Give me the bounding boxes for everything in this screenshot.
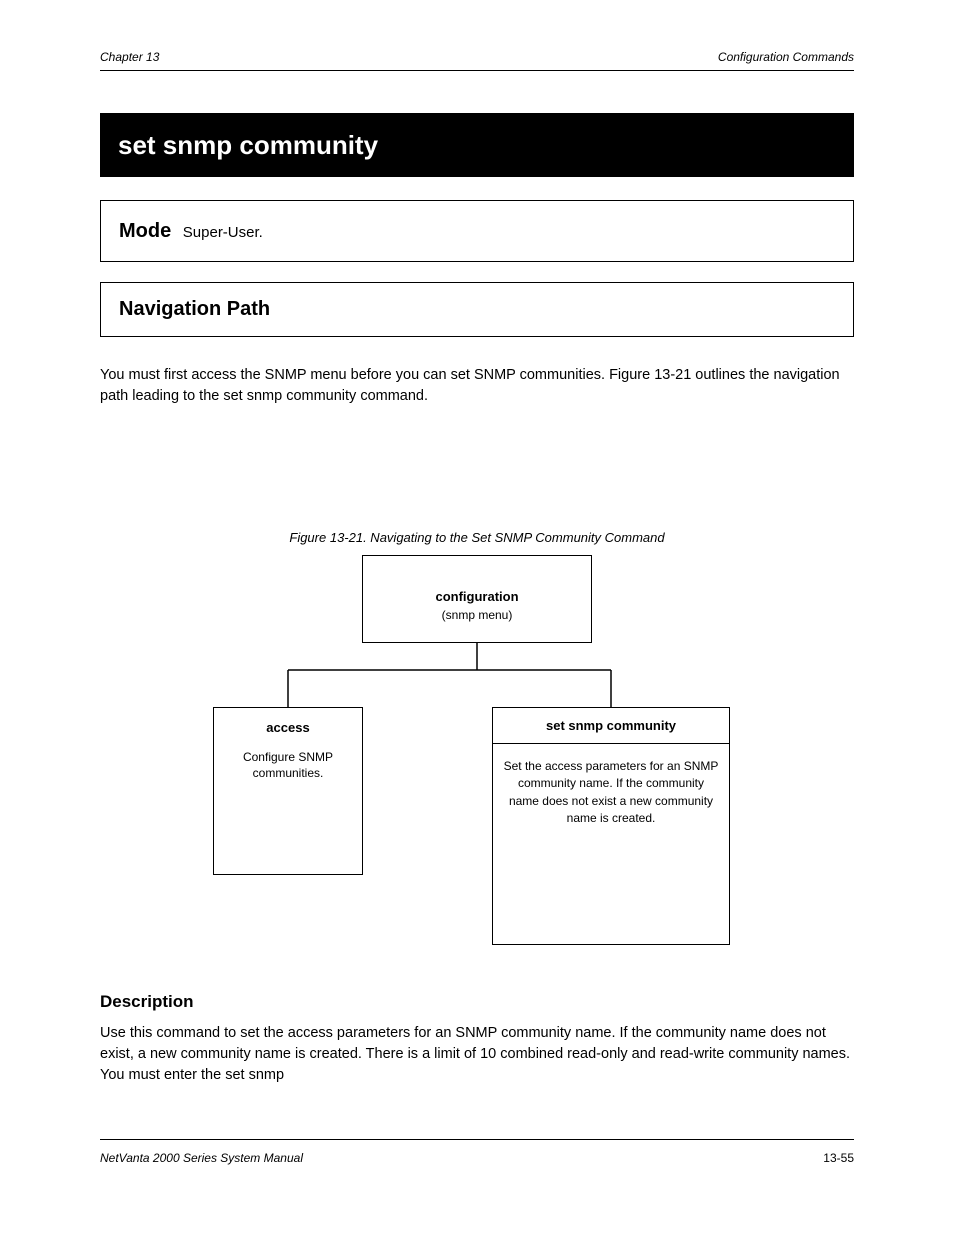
footer-left: NetVanta 2000 Series System Manual [100, 1151, 303, 1165]
access-body: Configure SNMP communities. [214, 735, 362, 781]
mode-box: Mode Super-User. [100, 200, 854, 262]
description-body: Use this command to set the access param… [100, 1023, 854, 1086]
mode-heading: Mode Super-User. [119, 220, 263, 243]
figure-caption: Figure 13-21. Navigating to the Set SNMP… [100, 530, 854, 545]
command-title-bar: set snmp community [100, 113, 854, 177]
header-left: Chapter 13 [100, 50, 159, 64]
diagram-node-access: access Configure SNMP communities. [213, 707, 363, 875]
intro-paragraph: You must first access the SNMP menu befo… [100, 365, 854, 407]
diagram-node-root: configuration (snmp menu) [362, 555, 592, 643]
header-rule [100, 70, 854, 71]
navigation-diagram: configuration (snmp menu) access Configu… [100, 555, 854, 955]
header-right: Configuration Commands [718, 50, 854, 64]
diagram-node-setcommunity: set snmp community Set the access parame… [492, 707, 730, 945]
mode-value: Super-User. [183, 224, 263, 241]
setcommunity-header: set snmp community [493, 708, 729, 744]
footer-right: 13-55 [823, 1151, 854, 1165]
navpath-heading: Navigation Path [119, 298, 270, 321]
description-heading: Description [100, 990, 854, 1015]
description-section: Description Use this command to set the … [100, 990, 854, 1086]
root-subtitle: (snmp menu) [363, 608, 591, 622]
mode-heading-label: Mode [119, 220, 171, 242]
setcommunity-body: Set the access parameters for an SNMP co… [493, 744, 729, 828]
running-header: Chapter 13 Configuration Commands [100, 50, 854, 64]
root-title: configuration [363, 577, 591, 604]
access-title: access [214, 708, 362, 735]
footer-rule [100, 1139, 854, 1140]
command-title: set snmp community [118, 130, 378, 161]
page-footer: NetVanta 2000 Series System Manual 13-55 [100, 1151, 854, 1165]
navpath-box: Navigation Path [100, 282, 854, 337]
